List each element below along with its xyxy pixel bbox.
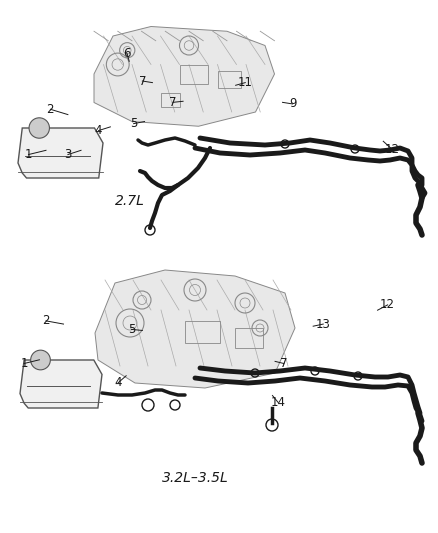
Text: 7: 7: [280, 357, 288, 370]
Bar: [160, 93, 180, 107]
Text: 12: 12: [380, 298, 395, 311]
Text: 5: 5: [130, 117, 137, 130]
Text: 3: 3: [64, 148, 71, 161]
Bar: [218, 71, 241, 88]
Circle shape: [29, 118, 49, 138]
Bar: [235, 328, 263, 348]
Text: 2: 2: [42, 314, 50, 327]
Text: 11: 11: [238, 76, 253, 89]
Polygon shape: [94, 27, 275, 126]
Bar: [185, 321, 220, 343]
Polygon shape: [95, 270, 295, 388]
Text: 2: 2: [46, 103, 54, 116]
Text: 4: 4: [95, 124, 102, 137]
Text: 6: 6: [123, 47, 131, 60]
Text: 1: 1: [25, 148, 32, 161]
Text: 3.2L–3.5L: 3.2L–3.5L: [162, 471, 228, 485]
Text: 4: 4: [114, 376, 122, 389]
Text: 2.7L: 2.7L: [115, 194, 145, 208]
Text: 1: 1: [20, 357, 28, 370]
Circle shape: [31, 350, 50, 370]
Text: 7: 7: [138, 75, 146, 87]
Polygon shape: [20, 360, 102, 408]
Text: 13: 13: [316, 318, 331, 330]
Text: 7: 7: [169, 96, 177, 109]
Bar: [180, 64, 208, 84]
Text: 9: 9: [289, 98, 297, 110]
Polygon shape: [18, 128, 103, 178]
Text: 5: 5: [128, 323, 135, 336]
Text: 14: 14: [271, 396, 286, 409]
Text: 12: 12: [385, 143, 399, 156]
